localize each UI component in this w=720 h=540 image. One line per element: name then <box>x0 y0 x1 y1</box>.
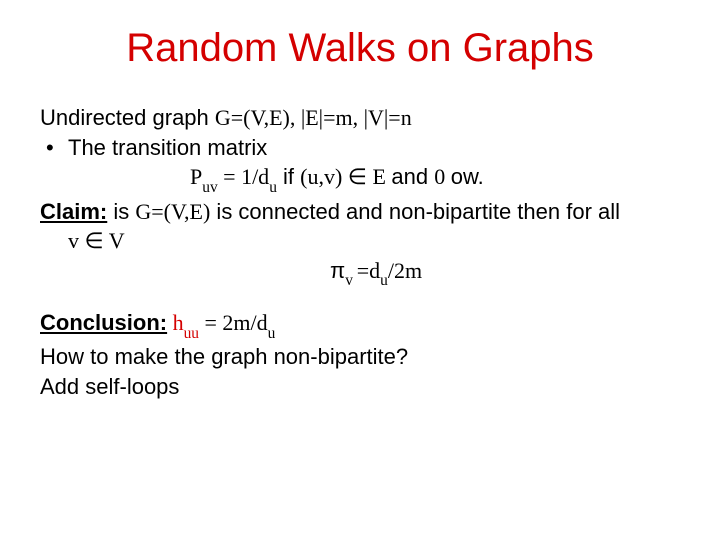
text-is: is <box>107 199 135 224</box>
slide-body: Undirected graph G=(V,E), |E|=m, |V|=n •… <box>40 103 680 402</box>
text-connected: is connected and non-bipartite then for … <box>210 199 620 224</box>
sym-in-2: ∈ <box>85 228 104 253</box>
line-graph-def: Undirected graph G=(V,E), |E|=m, |V|=n <box>40 103 680 133</box>
line-bullet-transition: •The transition matrix <box>46 133 680 163</box>
sym-V: V <box>104 228 125 253</box>
text-conclusion-label: Conclusion: <box>40 310 167 335</box>
sym-eq-d: =d <box>357 258 380 283</box>
line-self-loops: Add self-loops <box>40 372 680 402</box>
sub-v: v <box>345 272 357 289</box>
text-transition-matrix: The transition matrix <box>68 135 267 160</box>
sub-u-3: u <box>268 325 276 342</box>
sym-P: P <box>190 164 202 189</box>
sym-v: v <box>68 228 85 253</box>
line-conclusion: Conclusion: huu = 2m/du <box>40 308 680 342</box>
sym-ge: G=(V,E) <box>135 199 210 224</box>
text-g-def: G=(V,E), |E|=m, |V|=n <box>215 105 412 130</box>
text-undirected: Undirected graph <box>40 105 215 130</box>
bullet-dot: • <box>46 133 68 163</box>
line-claim: Claim: is G=(V,E) is connected and non-b… <box>40 197 680 227</box>
sym-over-2m: /2m <box>388 258 422 283</box>
sub-u-2: u <box>380 272 388 289</box>
text-claim-label: Claim: <box>40 199 107 224</box>
line-how-to: How to make the graph non-bipartite? <box>40 342 680 372</box>
line-pi-formula: πv =du/2m <box>40 256 680 290</box>
slide-title: Random Walks on Graphs <box>40 26 680 71</box>
sym-eq-2: = <box>199 310 222 335</box>
sub-uv: uv <box>202 179 217 196</box>
text-and: and <box>391 164 434 189</box>
sym-in: ∈ <box>348 164 367 189</box>
sym-eq: = <box>218 164 241 189</box>
line-v-in-V: v ∈ V <box>40 226 680 256</box>
text-if: if <box>277 164 300 189</box>
sym-E: E <box>367 164 391 189</box>
sym-zero: 0 <box>434 164 451 189</box>
sym-1-over-d: 1/d <box>241 164 269 189</box>
sym-2m-over-d: 2m/d <box>222 310 267 335</box>
sym-h: h <box>167 310 184 335</box>
text-ow: ow. <box>451 164 484 189</box>
sub-uu: uu <box>184 325 199 342</box>
sym-pi: π <box>330 258 345 283</box>
line-puv-formula: Puv = 1/du if (u,v) ∈ E and 0 ow. <box>40 162 680 196</box>
sub-u: u <box>269 179 277 196</box>
sym-uv-paren: (u,v) <box>300 164 348 189</box>
